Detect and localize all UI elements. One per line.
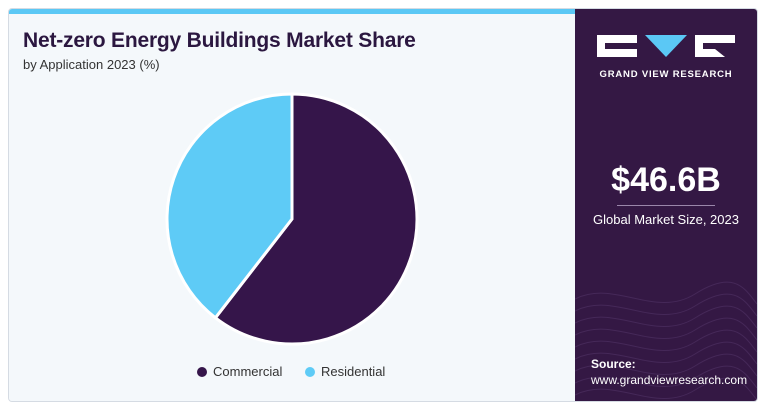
legend-label-commercial: Commercial: [213, 364, 283, 379]
legend-label-residential: Residential: [321, 364, 386, 379]
infographic-card: Net-zero Energy Buildings Market Share b…: [8, 8, 758, 402]
legend-item-commercial: Commercial: [197, 364, 282, 379]
source-url: www.grandviewresearch.com: [591, 373, 748, 387]
brand-name: GRAND VIEW RESEARCH: [599, 69, 733, 80]
legend-item-residential: Residential: [305, 364, 385, 379]
source-label: Source:: [591, 357, 636, 371]
chart-title: Net-zero Energy Buildings Market Share: [23, 29, 416, 52]
wave-pattern: [575, 281, 757, 401]
chart-subtitle: by Application 2023 (%): [23, 57, 160, 72]
divider: [617, 205, 715, 206]
gvr-logo-icon: [597, 35, 735, 57]
market-size-label: Global Market Size, 2023: [593, 212, 739, 227]
pie-chart: [165, 92, 419, 346]
pie-slice-commercial: [213, 92, 419, 346]
accent-bar: [9, 9, 575, 14]
pie-slice-residential: [165, 92, 294, 320]
market-size-value: $46.6B: [611, 161, 721, 199]
grand-view-research-logo: GRAND VIEW RESEARCH: [597, 31, 737, 83]
info-sidebar: GRAND VIEW RESEARCH $46.6B Global Market…: [575, 9, 757, 401]
legend-dot-commercial: [197, 367, 207, 377]
legend-dot-residential: [305, 367, 315, 377]
chart-panel: Net-zero Energy Buildings Market Share b…: [9, 9, 575, 401]
pie-slices: [165, 92, 419, 346]
